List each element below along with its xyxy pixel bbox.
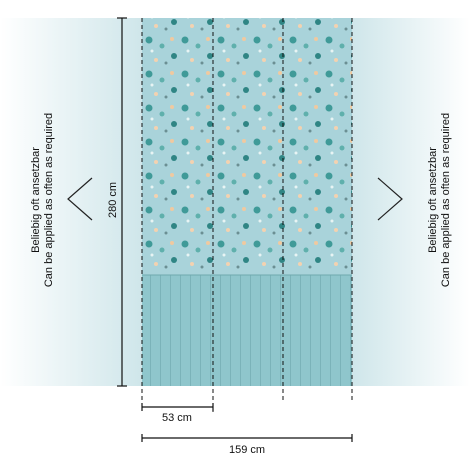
chevron-left xyxy=(67,177,93,221)
total-width-label: 159 cm xyxy=(229,444,265,456)
side-note-en: Can be applied as often as required xyxy=(43,113,55,287)
height-label: 280 cm xyxy=(107,182,119,218)
wainscot xyxy=(142,275,352,386)
side-note-de: Beliebig oft ansetzbar xyxy=(30,147,42,253)
side-note-en: Can be applied as often as required xyxy=(440,113,452,287)
side-note-de: Beliebig oft ansetzbar xyxy=(427,147,439,253)
pattern-area xyxy=(142,18,352,275)
chevron-right xyxy=(377,177,403,221)
panel-width-label: 53 cm xyxy=(162,412,192,424)
right-fade xyxy=(352,18,470,386)
